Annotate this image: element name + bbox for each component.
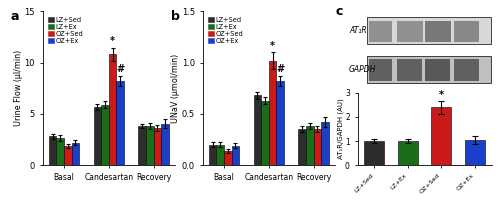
FancyBboxPatch shape [454, 59, 479, 81]
FancyBboxPatch shape [454, 21, 479, 42]
Bar [72, 143, 79, 165]
FancyBboxPatch shape [366, 56, 490, 83]
FancyBboxPatch shape [397, 59, 422, 81]
Bar [232, 146, 239, 165]
Bar [109, 54, 116, 165]
FancyBboxPatch shape [369, 21, 392, 42]
Text: GAPDH: GAPDH [349, 65, 376, 74]
Bar [161, 124, 168, 165]
Bar [101, 105, 109, 165]
Bar [64, 146, 72, 165]
Text: b: b [170, 10, 179, 23]
FancyBboxPatch shape [425, 21, 452, 42]
Bar [298, 129, 306, 165]
Y-axis label: UNaV (μmol/min): UNaV (μmol/min) [172, 54, 180, 123]
Bar [154, 128, 161, 165]
Text: AT₁R: AT₁R [349, 27, 366, 35]
FancyBboxPatch shape [397, 21, 423, 42]
Bar [49, 136, 56, 165]
Bar [254, 95, 261, 165]
Bar [269, 61, 276, 165]
Bar [209, 145, 216, 165]
Bar [56, 138, 64, 165]
Y-axis label: Urine Flow (μl/min): Urine Flow (μl/min) [14, 50, 23, 126]
Bar [364, 141, 384, 165]
Bar [138, 126, 146, 165]
Bar [321, 122, 328, 165]
Bar [431, 107, 452, 165]
Bar [276, 81, 284, 165]
Text: c: c [336, 5, 343, 18]
Text: *: * [270, 41, 275, 51]
Text: #: # [276, 64, 284, 74]
Bar [146, 126, 154, 165]
Bar [261, 101, 269, 165]
Bar [306, 126, 314, 165]
Bar [224, 151, 232, 165]
Bar [216, 145, 224, 165]
Legend: LZ+Sed, LZ+Ex, OZ+Sed, OZ+Ex: LZ+Sed, LZ+Ex, OZ+Sed, OZ+Ex [207, 16, 244, 44]
Bar [314, 129, 321, 165]
Legend: LZ+Sed, LZ+Ex, OZ+Sed, OZ+Ex: LZ+Sed, LZ+Ex, OZ+Sed, OZ+Ex [47, 16, 84, 44]
FancyBboxPatch shape [425, 59, 450, 81]
Text: *: * [110, 36, 115, 46]
Text: *: * [439, 90, 444, 100]
Y-axis label: AT₁R/GAPDH (AU): AT₁R/GAPDH (AU) [337, 99, 344, 159]
Text: a: a [10, 10, 19, 23]
Bar [464, 140, 485, 165]
Bar [116, 81, 124, 165]
Bar [398, 141, 418, 165]
FancyBboxPatch shape [366, 17, 490, 44]
Text: #: # [116, 64, 124, 74]
Bar [94, 107, 101, 165]
FancyBboxPatch shape [369, 59, 392, 81]
